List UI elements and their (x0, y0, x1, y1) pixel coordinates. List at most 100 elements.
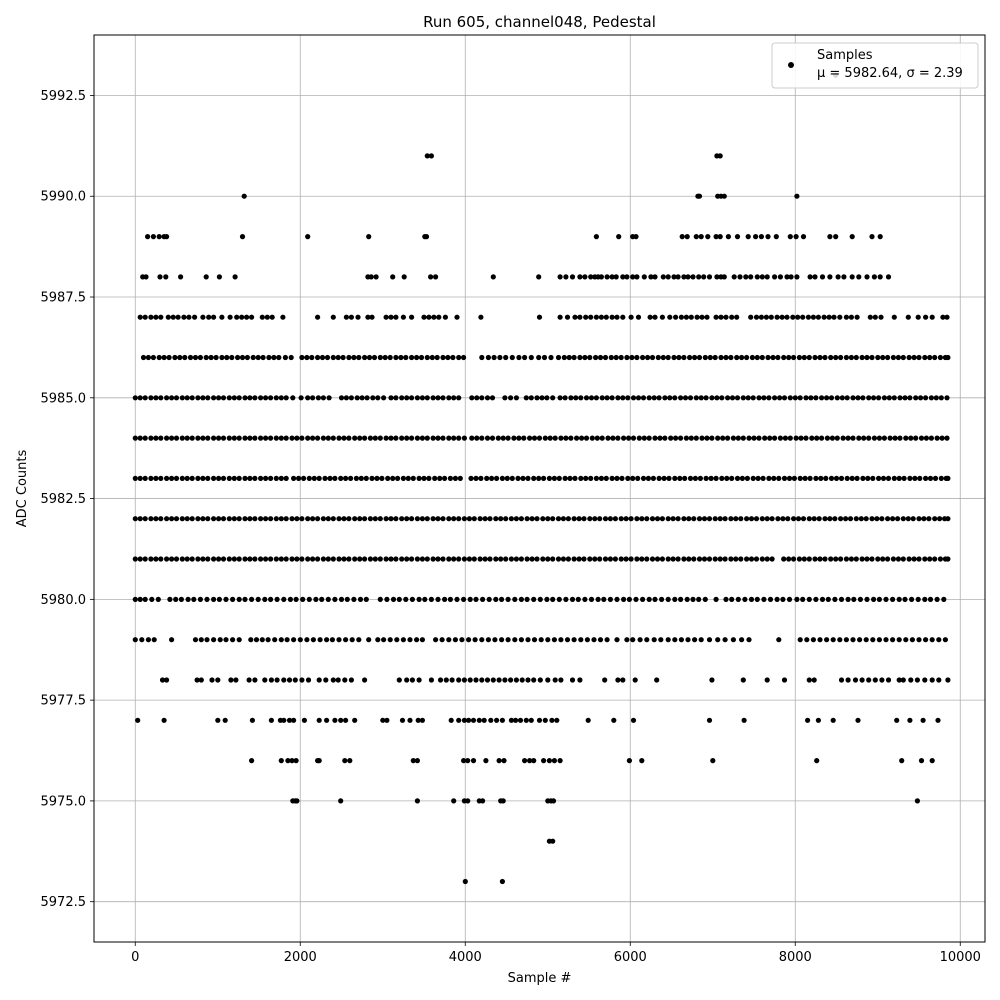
data-point (739, 354, 745, 361)
data-point (806, 556, 812, 562)
data-point (316, 677, 322, 683)
data-point (880, 556, 886, 562)
data-point (744, 516, 750, 522)
data-point (219, 314, 225, 320)
data-point (547, 435, 553, 441)
data-point (577, 274, 583, 280)
data-point (945, 556, 951, 562)
data-point (271, 354, 277, 361)
legend-marker (788, 62, 794, 68)
data-point (226, 475, 232, 481)
data-point (449, 677, 455, 683)
data-point (534, 516, 540, 522)
data-point (367, 556, 373, 562)
data-point (545, 516, 551, 522)
data-point (388, 435, 394, 441)
data-point (158, 475, 164, 481)
data-point (195, 516, 201, 522)
data-point (671, 274, 677, 280)
data-point (745, 395, 751, 401)
data-point (247, 395, 253, 401)
data-point (454, 596, 460, 603)
data-point (686, 556, 692, 562)
data-point (819, 435, 825, 441)
data-point (393, 354, 399, 361)
data-point (824, 395, 830, 401)
data-point (239, 354, 246, 361)
data-point (426, 314, 432, 320)
data-point (675, 274, 681, 280)
data-point (740, 677, 746, 683)
data-point (145, 354, 151, 361)
data-point (148, 475, 154, 481)
data-point (489, 395, 496, 401)
data-point (368, 274, 374, 280)
data-point (877, 234, 883, 240)
data-point (917, 475, 923, 481)
data-point (772, 274, 778, 280)
data-point (142, 435, 148, 441)
data-point (137, 475, 143, 481)
data-point (558, 435, 564, 441)
data-point (568, 435, 574, 441)
data-point (338, 798, 344, 804)
data-point (667, 395, 673, 401)
data-point (442, 596, 448, 603)
data-point (609, 475, 615, 481)
data-point (604, 274, 610, 280)
data-point (762, 435, 768, 441)
data-point (927, 354, 933, 361)
data-point (357, 516, 363, 522)
data-point (293, 596, 299, 603)
data-point (377, 516, 383, 522)
data-point (750, 395, 756, 401)
data-point (892, 435, 898, 441)
data-point (508, 516, 514, 522)
data-point (849, 234, 855, 240)
data-point (843, 354, 850, 361)
data-point (204, 637, 210, 643)
data-point (756, 395, 762, 401)
data-point (236, 475, 242, 481)
data-point (915, 596, 921, 603)
data-point (693, 435, 699, 441)
data-point (597, 516, 603, 522)
data-point (236, 395, 242, 401)
data-point (624, 354, 630, 361)
data-point (625, 395, 631, 401)
data-point (565, 556, 572, 562)
data-point (557, 395, 563, 401)
data-point (169, 637, 175, 643)
data-point (489, 435, 496, 441)
data-point (546, 758, 553, 764)
data-point (234, 314, 240, 320)
data-point (451, 516, 457, 522)
data-point (838, 475, 845, 481)
data-point (876, 596, 883, 603)
data-point (717, 153, 723, 159)
data-point (630, 637, 636, 643)
data-point (793, 435, 799, 441)
data-point (735, 596, 741, 603)
data-point (744, 556, 750, 562)
data-point (173, 395, 180, 401)
data-point (718, 314, 724, 320)
data-point (536, 354, 542, 361)
data-point (572, 314, 578, 320)
data-point (293, 758, 299, 764)
data-point (646, 596, 652, 603)
data-point (696, 354, 703, 361)
data-point (739, 475, 746, 481)
data-point (264, 314, 270, 320)
data-point (780, 516, 786, 522)
data-point (758, 314, 765, 320)
data-point (761, 395, 767, 401)
data-point (169, 556, 175, 562)
data-point (531, 475, 537, 481)
data-point (569, 274, 576, 280)
data-point (676, 354, 682, 361)
data-point (383, 314, 389, 320)
data-point (315, 354, 321, 361)
data-point (335, 354, 341, 361)
data-point (896, 677, 902, 683)
